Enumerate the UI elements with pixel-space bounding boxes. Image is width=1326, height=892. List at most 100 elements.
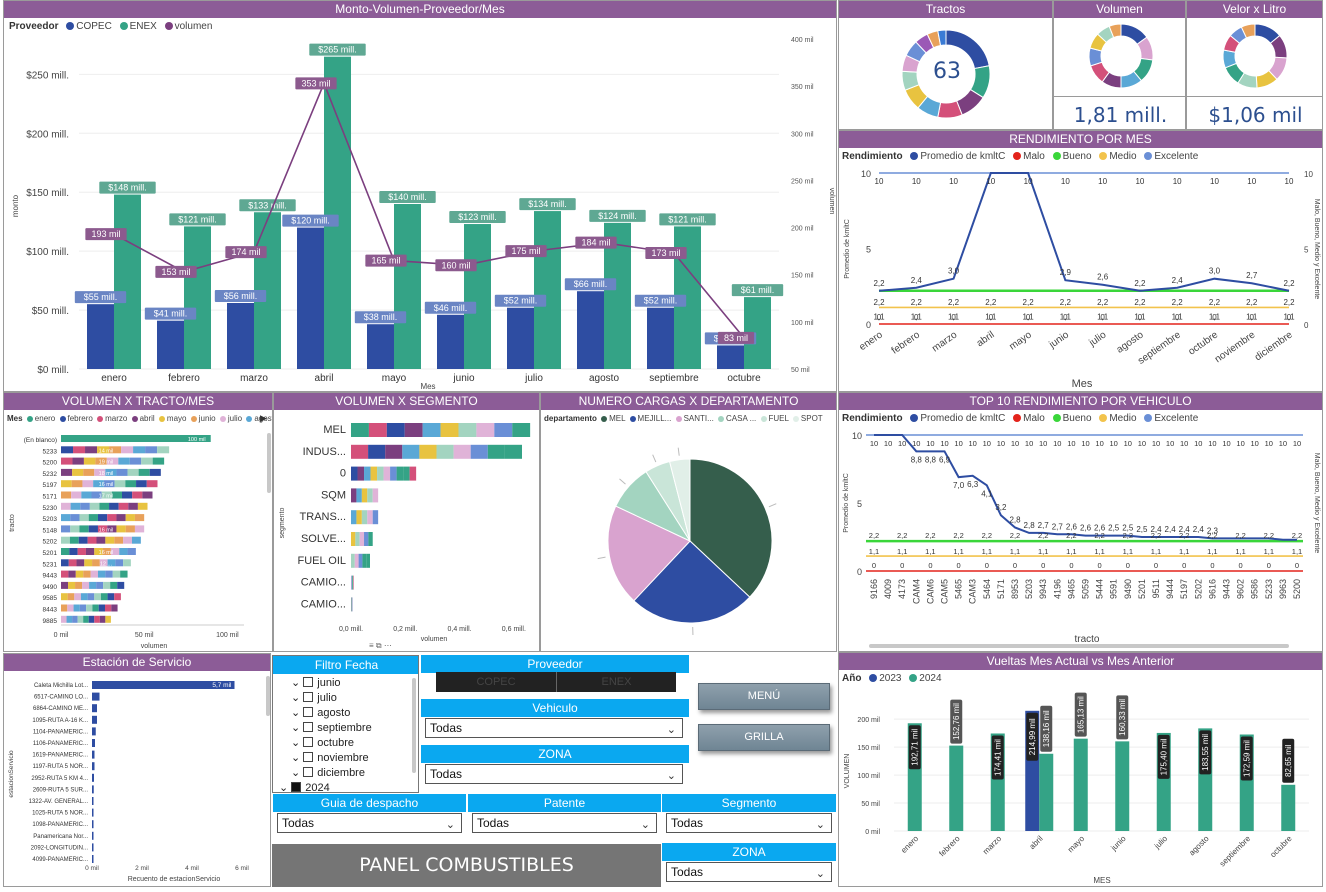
bar-2024 [1115, 741, 1130, 831]
scrollbar[interactable] [267, 433, 271, 493]
segmento-bar-segment [356, 510, 362, 525]
segmento-dropdown[interactable]: Todas ⌄ [666, 813, 832, 833]
filter-item[interactable]: ⌄ octubre [291, 737, 354, 749]
excelente-label: 10 [1067, 439, 1075, 448]
medio-label: 1,1 [1292, 547, 1302, 556]
legend-promedio[interactable]: Promedio de kmltC [920, 413, 1006, 424]
tracto-bar-segment [88, 525, 98, 533]
tracto-bar-segment [99, 559, 108, 567]
legend-volumen[interactable]: volumen [174, 21, 213, 32]
tracto-bar-segment [106, 457, 119, 465]
promedio-label: 2,8 [1009, 515, 1021, 524]
data-label-bg [1282, 738, 1295, 783]
legend-copec[interactable]: COPEC [76, 21, 112, 32]
y-tick-label: $50 mill. [32, 306, 69, 317]
tracto-bar-segment [125, 480, 137, 488]
proveedor-enex-button[interactable]: ENEX [556, 672, 676, 692]
malo-label: 0 [914, 313, 919, 322]
segmento-bar-segment [356, 488, 362, 503]
tracto-bar-segment [125, 525, 135, 533]
chevron-down-icon: ⌄ [815, 868, 825, 880]
excelente-label: 10 [986, 177, 995, 186]
segmento-bar-segment [504, 444, 522, 459]
y-tick-label: 1619-PANAMERIC... [32, 753, 88, 759]
horizontal-scrollbar[interactable] [869, 644, 1289, 648]
x-tick-label: abril [1028, 834, 1045, 851]
segmento-bar-segment [351, 423, 369, 437]
tracto-bar-segment [71, 480, 83, 488]
malo-label: 0 [1154, 561, 1158, 570]
malo-label: 0 [877, 313, 882, 322]
segmento-bar-segment [512, 423, 531, 437]
proveedor-copec-button[interactable]: COPEC [436, 672, 556, 692]
top10-chart: 10 5 0 Promedio de kmltC Malo, Bueno, Medio … [843, 431, 1320, 645]
tracto-bar-segment [72, 615, 78, 623]
tracto-bar-segment [75, 570, 84, 578]
y-tick-label: 5230 [43, 505, 58, 512]
tracto-bar-segment [61, 457, 73, 465]
legend-malo[interactable]: Malo [1023, 151, 1045, 162]
tracto-bar-segment [68, 559, 77, 567]
grilla-button[interactable]: GRILLA [698, 724, 830, 751]
legend-medio[interactable]: Medio [1109, 151, 1137, 162]
volumen-data-label: 160 mil [441, 260, 470, 270]
scrollbar[interactable] [412, 678, 416, 773]
enex-bar [184, 226, 211, 369]
y-tick-label: 0 [866, 320, 871, 330]
filter-year-item[interactable]: ⌄ 2024 [279, 782, 330, 793]
legend-bueno[interactable]: Bueno [1062, 151, 1092, 162]
legend-2024[interactable]: 2024 [919, 673, 942, 684]
tracto-bar-segment [83, 615, 89, 623]
y-tick-label: 1098-PANAMERIC... [32, 822, 88, 828]
y2-tick-label: 200 mil [791, 226, 814, 233]
menu-button[interactable]: MENÚ [698, 683, 830, 710]
legend-malo[interactable]: Malo [1023, 413, 1045, 424]
filter-item[interactable]: ⌄ julio [291, 692, 337, 704]
malo-label: 0 [1287, 313, 1292, 322]
volumen-data-label-bg [155, 265, 197, 278]
filter-item[interactable]: ⌄ noviembre [291, 752, 369, 764]
valor-litro-donut [1222, 23, 1288, 89]
scrollbar[interactable] [266, 676, 270, 716]
copec-data-label: $52 mill. [504, 296, 538, 306]
promedio-label: 2,2 [873, 279, 885, 288]
filtro-fecha-title: Filtro Fecha [273, 656, 418, 674]
legend-2023[interactable]: 2023 [879, 673, 902, 684]
x-tick-label: 5059 [1081, 579, 1091, 599]
data-label-2024: 160,33 mil [1118, 699, 1127, 736]
data-label-bg [908, 725, 921, 770]
guia-dropdown[interactable]: Todas ⌄ [277, 813, 462, 833]
enex-data-label: $123 mill. [458, 212, 497, 222]
tracto-bar-segment [80, 502, 90, 510]
patente-dropdown[interactable]: Todas ⌄ [472, 813, 657, 833]
x-tick-label: agosto [1187, 834, 1211, 858]
segmento-bar-segment [383, 466, 391, 481]
leader-line [597, 556, 606, 560]
legend-excelente[interactable]: Excelente [1154, 413, 1199, 424]
vehiculo-dropdown[interactable]: Todas ⌄ [425, 718, 683, 738]
zona-dropdown[interactable]: Todas ⌄ [425, 764, 683, 784]
x-tick-label: junio [1047, 329, 1072, 351]
filter-item[interactable]: ⌄ agosto [291, 707, 351, 719]
filter-item[interactable]: ⌄ septiembre [291, 722, 372, 734]
copec-data-label: $120 mill. [291, 216, 330, 226]
pie-slice [607, 505, 691, 602]
legend-next-icon[interactable]: ▶ [260, 413, 267, 423]
filter-item[interactable]: ⌄ diciembre [291, 767, 365, 779]
bueno-label: 2,2 [1023, 298, 1035, 307]
legend-bueno[interactable]: Bueno [1062, 413, 1092, 424]
legend-enex[interactable]: ENEX [129, 21, 157, 32]
data-label-2024: 138,16 mil [1042, 710, 1051, 747]
zona2-dropdown[interactable]: Todas ⌄ [666, 862, 832, 882]
x-axis-label: Mes [420, 382, 435, 391]
copec-bar [227, 303, 254, 369]
legend-medio[interactable]: Medio [1109, 413, 1137, 424]
legend-promedio[interactable]: Promedio de kmltC [920, 151, 1006, 162]
y-tick-label: 2609-RUTA 5 SUR... [33, 787, 89, 793]
legend-excelente[interactable]: Excelente [1154, 151, 1199, 162]
segmento-panel: VOLUMEN X SEGMENTO MEL INDUS... 0 SQM TRANS.… [273, 392, 540, 652]
filter-item[interactable]: ⌄ junio [291, 677, 341, 689]
estacion-bar [92, 843, 94, 852]
visual-toolbar[interactable]: ≡ ⧉ ⋯ [369, 641, 392, 650]
copec-data-label: $56 mill. [224, 291, 258, 301]
